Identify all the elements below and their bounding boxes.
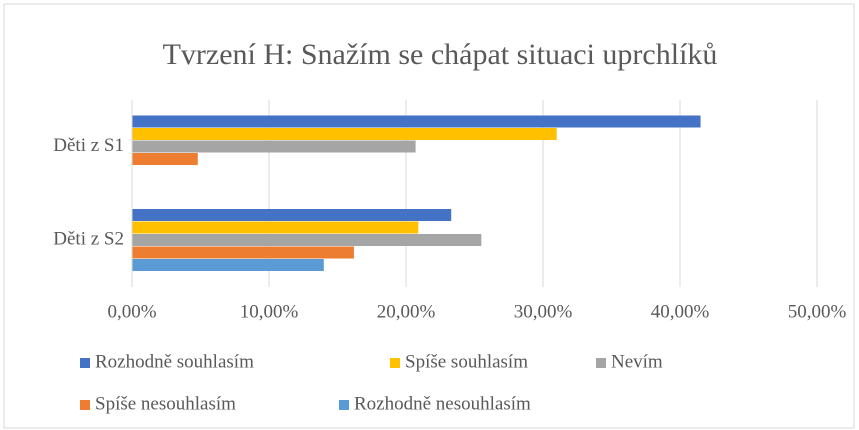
x-tick-label: 50,00%	[788, 301, 847, 322]
bar	[132, 234, 482, 246]
bar	[132, 128, 557, 140]
bar	[132, 259, 324, 271]
legend-label: Spíše souhlasím	[405, 351, 528, 372]
bar	[132, 221, 419, 234]
y-tick-label: Děti z S2	[53, 229, 124, 250]
y-tick-label: Děti z S1	[53, 135, 124, 156]
legend-swatch	[80, 400, 90, 410]
bar	[132, 209, 452, 221]
bar	[132, 153, 198, 165]
bar	[132, 115, 701, 128]
legend-label: Spíše nesouhlasím	[95, 393, 236, 414]
x-tick-label: 30,00%	[514, 301, 573, 322]
legend-swatch	[80, 358, 90, 368]
legend-label: Rozhodně souhlasím	[95, 351, 254, 372]
x-tick-label: 0,00%	[107, 301, 156, 322]
bar	[132, 140, 416, 153]
legend-label: Nevím	[611, 351, 663, 372]
legend-label: Rozhodně nesouhlasím	[354, 393, 531, 414]
x-tick-label: 20,00%	[377, 301, 436, 322]
legend-swatch	[339, 400, 349, 410]
x-tick-label: 10,00%	[240, 301, 299, 322]
x-tick-label: 40,00%	[651, 301, 710, 322]
bar	[132, 246, 354, 259]
legend-swatch	[596, 358, 606, 368]
chart-title: Tvrzení H: Snažím se chápat situaci uprc…	[163, 38, 718, 71]
legend-swatch	[390, 358, 400, 368]
